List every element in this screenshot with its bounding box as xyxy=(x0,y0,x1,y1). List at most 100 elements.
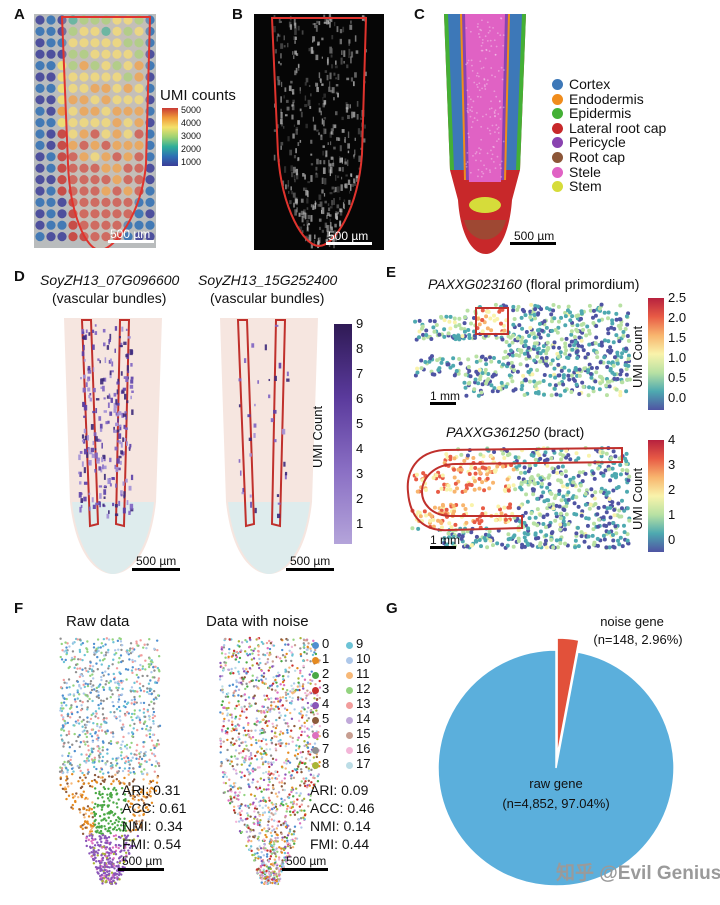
panel-f-cell xyxy=(303,740,306,743)
panel-b-texture xyxy=(330,141,332,146)
panel-f-cell xyxy=(292,638,295,641)
panel-c-cell xyxy=(492,145,495,148)
panel-f-cell xyxy=(305,652,309,655)
panel-f-cell xyxy=(291,845,295,849)
panel-e-spot xyxy=(472,520,477,525)
panel-b-texture xyxy=(336,186,340,193)
panel-e-spot xyxy=(520,307,525,312)
panel-f-cell xyxy=(254,797,258,801)
panel-e-spot xyxy=(607,497,612,502)
panel-c-cell xyxy=(466,109,469,112)
panel-d-expression-spot xyxy=(123,424,126,429)
panel-e-1-tick: 1.5 xyxy=(668,330,687,345)
panel-f-cell xyxy=(60,701,63,705)
panel-b-texture xyxy=(326,225,329,232)
panel-f-cell xyxy=(139,639,142,642)
panel-f-cell xyxy=(96,825,99,829)
panel-c-cell xyxy=(484,57,487,60)
panel-e-spot xyxy=(451,534,456,539)
panel-e-spot xyxy=(586,352,591,357)
panel-f-cell xyxy=(270,704,273,707)
panel-f-cell xyxy=(65,704,68,707)
panel-e-spot xyxy=(519,350,524,355)
panel-f-cell xyxy=(138,763,142,766)
panel-c-cell xyxy=(490,45,493,47)
panel-a-spot xyxy=(123,72,133,82)
panel-a-spot xyxy=(123,26,133,36)
panel-e-spot xyxy=(592,496,597,501)
panel-f-cell xyxy=(83,685,86,689)
panel-f-cell xyxy=(260,747,263,750)
panel-e-spot xyxy=(626,353,631,358)
panel-f-cell xyxy=(131,671,134,675)
panel-e-spot xyxy=(536,473,541,478)
panel-f-cell xyxy=(130,686,134,689)
panel-f-cell xyxy=(240,776,243,779)
panel-e-spot xyxy=(448,326,453,331)
panel-e-spot xyxy=(574,531,579,536)
panel-e-spot xyxy=(523,343,528,348)
panel-a-spot xyxy=(46,197,56,207)
panel-e-spot xyxy=(448,314,453,319)
panel-a-tick: 3000 xyxy=(181,131,202,141)
panel-d-expression-spot xyxy=(108,510,110,514)
panel-a-spot xyxy=(79,49,89,59)
panel-e-spot xyxy=(516,539,521,544)
panel-c-cell xyxy=(469,98,472,101)
panel-b-texture xyxy=(273,26,276,33)
panel-e-spot xyxy=(617,339,622,344)
panel-d-expression-spot xyxy=(254,403,256,407)
panel-f-cell xyxy=(97,685,100,689)
panel-e-spot xyxy=(605,379,610,384)
panel-f-cell xyxy=(141,772,145,776)
panel-f-cell xyxy=(150,801,154,805)
panel-b-texture xyxy=(315,54,319,61)
panel-e-spot xyxy=(611,544,616,549)
panel-f-cell xyxy=(267,760,270,764)
panel-d-expression-spot xyxy=(119,424,122,431)
panel-f-cell xyxy=(107,775,111,778)
panel-f-cell xyxy=(98,814,102,818)
panel-a-spot xyxy=(35,61,45,71)
panel-e-spot xyxy=(602,504,607,509)
panel-f-cell xyxy=(257,839,261,842)
panel-f-cell xyxy=(296,738,300,742)
panel-f-cell xyxy=(112,677,116,681)
panel-d-expression-spot xyxy=(126,441,128,446)
panel-e-spot xyxy=(465,308,470,313)
panel-c-legend-item: Endodermis xyxy=(552,91,644,107)
panel-f-cell xyxy=(84,812,87,815)
panel-c-cell xyxy=(497,138,500,140)
panel-b-texture xyxy=(294,50,297,55)
panel-e-spot xyxy=(591,320,596,325)
panel-f-cell xyxy=(267,686,271,690)
panel-c-cell xyxy=(480,175,483,178)
panel-e-spot xyxy=(477,368,482,373)
panel-f-cell xyxy=(279,804,282,807)
panel-f-cell xyxy=(289,711,292,715)
panel-c-cell xyxy=(488,108,491,110)
panel-d-expression-spot xyxy=(95,398,100,401)
panel-a-spot xyxy=(112,197,122,207)
panel-e-spot xyxy=(575,373,580,378)
panel-f-cell xyxy=(66,782,69,785)
panel-f-cell xyxy=(286,842,289,845)
panel-b-texture xyxy=(326,235,329,242)
panel-b-texture xyxy=(310,139,313,144)
panel-b-texture xyxy=(344,161,347,165)
panel-b-texture xyxy=(358,167,361,170)
panel-c-cell xyxy=(476,86,479,89)
panel-f-cell xyxy=(101,879,104,883)
panel-d-expression-spot xyxy=(277,502,281,505)
panel-f-cell xyxy=(267,669,270,672)
panel-f-cell xyxy=(280,781,284,784)
panel-b-texture xyxy=(305,123,308,129)
panel-d-expression-spot xyxy=(238,459,241,463)
panel-b-texture xyxy=(332,124,334,132)
panel-e-spot xyxy=(415,370,420,375)
panel-a-spot xyxy=(112,163,122,173)
panel-b-texture xyxy=(283,35,285,41)
panel-e-spot xyxy=(563,498,568,503)
panel-f-cell xyxy=(277,739,280,743)
panel-e-spot xyxy=(492,386,497,391)
